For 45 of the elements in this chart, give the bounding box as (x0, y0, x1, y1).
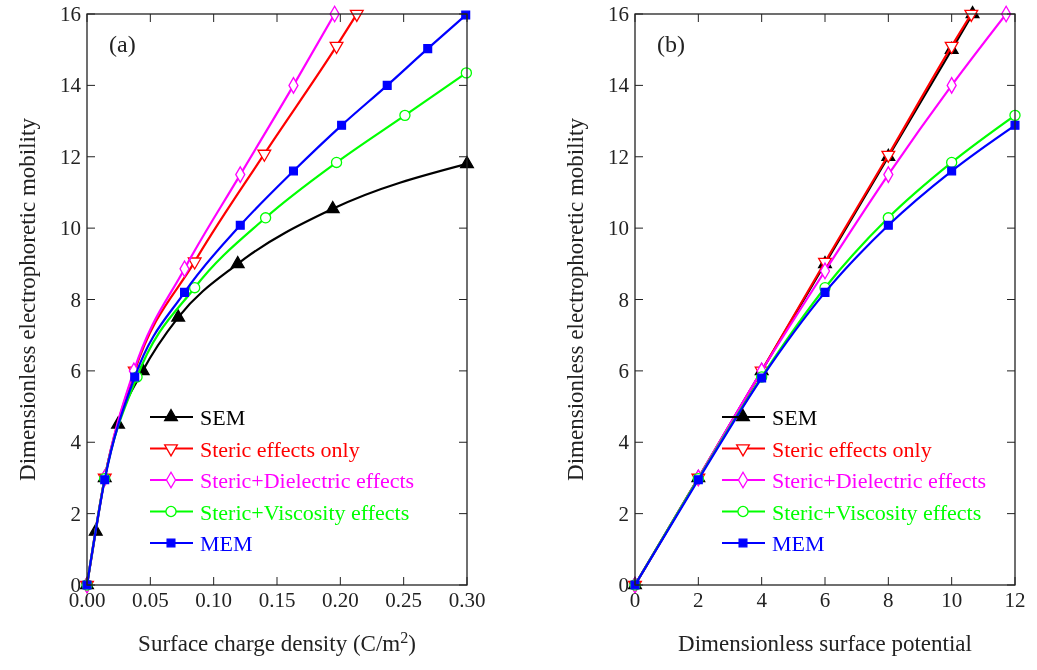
x-tick-label: 0.05 (131, 588, 169, 612)
legend-label: Steric+Viscosity effects (200, 499, 410, 525)
legend-label: Steric+Viscosity effects (772, 499, 982, 525)
x-axis-title: Surface charge density (C/m$^{2}$) (138, 628, 416, 656)
legend-label: Steric effects only (200, 436, 360, 462)
x-axis-title: Dimensionless surface potential (678, 631, 972, 656)
y-tick-label: 10 (608, 216, 629, 241)
y-tick-label: 6 (70, 358, 81, 383)
y-tick-label: 0 (618, 573, 629, 597)
x-tick-label: 0.15 (258, 588, 296, 612)
y-tick-label: 14 (60, 73, 82, 98)
legend-label: Steric+Dielectric effects (772, 468, 987, 493)
y-axis-title: Dimensionless electrophoretic mobility (563, 117, 588, 481)
x-tick-label: 0.10 (195, 588, 233, 612)
y-tick-label: 16 (60, 2, 81, 26)
y-tick-label: 2 (70, 501, 81, 526)
y-tick-label: 16 (608, 2, 629, 26)
legend-label: SEM (772, 405, 818, 430)
x-tick-label: 0.30 (448, 588, 486, 612)
y-tick-label: 4 (70, 430, 82, 455)
x-tick-label: 2 (693, 588, 704, 612)
y-tick-label: 4 (618, 430, 630, 455)
y-tick-label: 2 (618, 501, 629, 526)
y-tick-label: 8 (70, 287, 81, 312)
legend-label: Steric effects only (772, 436, 932, 462)
x-tick-label: 0.20 (321, 588, 359, 612)
y-tick-label: 12 (60, 144, 81, 169)
y-tick-label: 14 (608, 73, 630, 98)
y-tick-label: 8 (618, 287, 629, 312)
x-tick-label: 10 (941, 588, 963, 612)
legend-label: MEM (772, 531, 825, 556)
y-tick-label: 10 (60, 216, 81, 241)
x-tick-label: 12 (1004, 588, 1026, 612)
legend-label: MEM (200, 531, 253, 556)
x-tick-label: 4 (756, 588, 768, 612)
y-tick-label: 12 (608, 144, 629, 169)
y-tick-label: 6 (618, 358, 629, 383)
x-tick-label: 8 (883, 588, 894, 612)
legend-label: SEM (200, 405, 246, 430)
legend-label: Steric+Dielectric effects (200, 468, 415, 493)
text: (a) (109, 31, 136, 57)
y-axis-title: Dimensionless electrophoretic mobility (15, 117, 40, 481)
text: (b) (657, 31, 685, 57)
x-tick-label: 0.25 (385, 588, 423, 612)
x-tick-label: 6 (819, 588, 831, 612)
